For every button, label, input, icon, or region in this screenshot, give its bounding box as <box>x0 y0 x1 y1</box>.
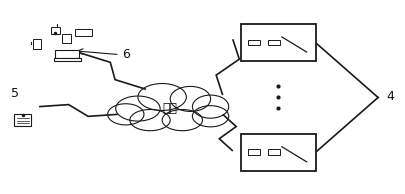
Text: 6: 6 <box>122 48 130 61</box>
Text: 网络: 网络 <box>163 102 178 115</box>
Ellipse shape <box>108 104 144 125</box>
FancyBboxPatch shape <box>75 29 92 36</box>
FancyBboxPatch shape <box>241 24 315 61</box>
Ellipse shape <box>192 95 229 118</box>
FancyBboxPatch shape <box>268 150 280 155</box>
Text: 5: 5 <box>11 87 19 100</box>
FancyBboxPatch shape <box>248 150 260 155</box>
FancyBboxPatch shape <box>53 57 81 61</box>
Text: 4: 4 <box>386 90 394 104</box>
Ellipse shape <box>170 86 211 111</box>
FancyBboxPatch shape <box>15 114 31 126</box>
FancyBboxPatch shape <box>62 34 71 43</box>
Ellipse shape <box>192 106 229 127</box>
FancyBboxPatch shape <box>268 40 280 45</box>
Ellipse shape <box>116 96 160 121</box>
FancyBboxPatch shape <box>248 40 260 45</box>
FancyBboxPatch shape <box>32 39 41 49</box>
Ellipse shape <box>130 110 170 131</box>
Ellipse shape <box>162 110 202 131</box>
Ellipse shape <box>138 84 186 110</box>
FancyBboxPatch shape <box>55 50 79 57</box>
FancyBboxPatch shape <box>241 134 315 171</box>
FancyBboxPatch shape <box>51 27 60 34</box>
